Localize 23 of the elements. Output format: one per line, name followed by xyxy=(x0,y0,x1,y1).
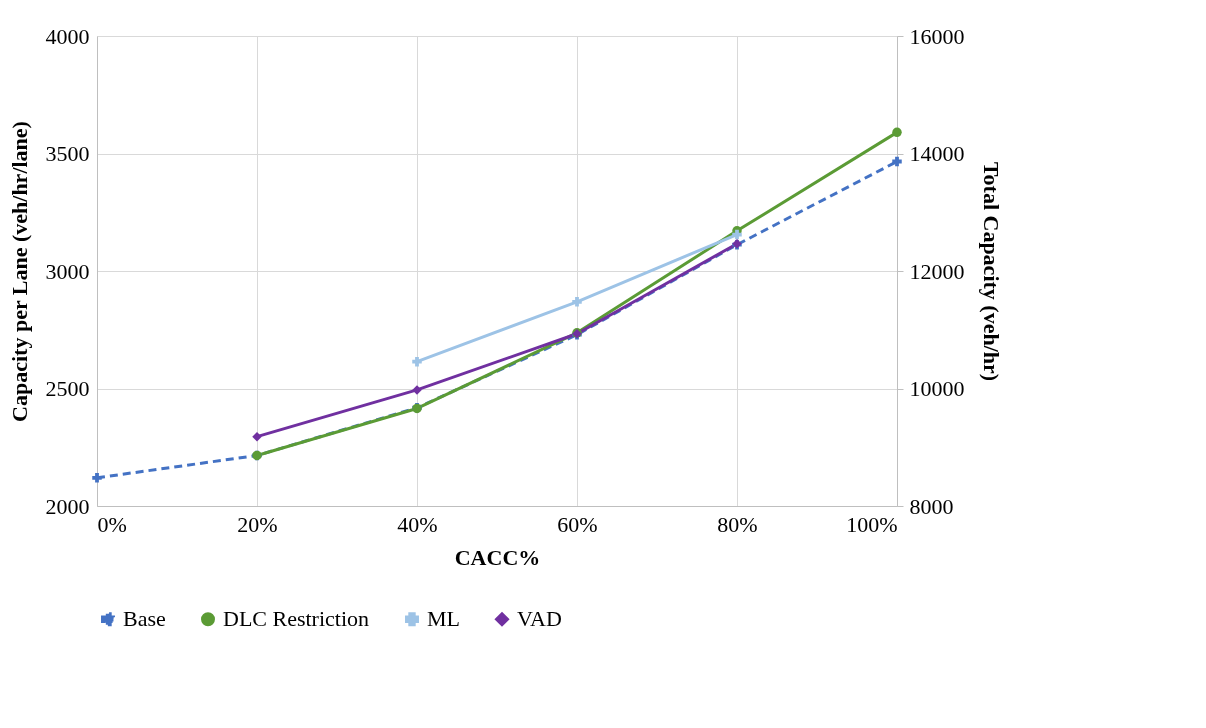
y2-tick-label: 12000 xyxy=(909,258,965,284)
y2-tick-label: 16000 xyxy=(909,23,965,49)
y-tick-label: 4000 xyxy=(45,23,90,49)
legend-label: ML xyxy=(427,606,460,632)
y2-tick-label: 10000 xyxy=(909,376,965,401)
legend-label: Base xyxy=(123,606,166,632)
y-tick-label: 2500 xyxy=(45,376,90,401)
x-tick-label: 0% xyxy=(97,511,127,537)
x-axis-title: CACC% xyxy=(454,544,541,570)
x-tick-label: 60% xyxy=(557,511,598,537)
y2-axis-title: Total Capacity (veh/hr) xyxy=(978,161,1004,382)
x-tick-label: 40% xyxy=(397,511,438,537)
x-tick-label: 80% xyxy=(717,511,758,537)
x-tick-label: 20% xyxy=(237,511,278,537)
y-tick-label: 3500 xyxy=(45,141,90,166)
y2-tick-label: 14000 xyxy=(909,141,965,166)
x-tick-label: 100% xyxy=(846,511,898,537)
y-tick-label: 2000 xyxy=(45,493,90,519)
y-tick-label: 3000 xyxy=(45,258,90,284)
y2-tick-label: 8000 xyxy=(909,493,954,519)
legend-label: VAD xyxy=(517,606,562,632)
y-axis-title: Capacity per Lane (veh/hr/lane) xyxy=(6,121,32,422)
legend-label: DLC Restriction xyxy=(223,606,370,632)
